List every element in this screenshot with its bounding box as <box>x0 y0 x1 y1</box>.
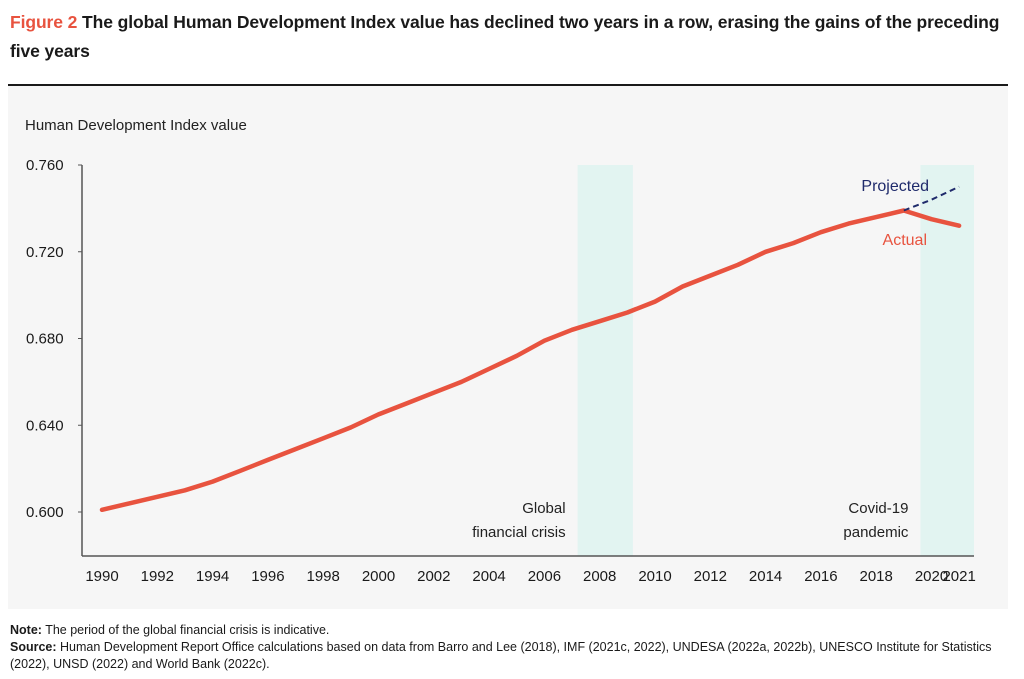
note-line: Note: The period of the global financial… <box>10 622 1024 639</box>
figure-notes: Note: The period of the global financial… <box>10 622 1024 673</box>
figure-title-text: The global Human Development Index value… <box>10 12 1000 61</box>
x-tick-label: 2020 <box>915 568 948 585</box>
x-tick-label: 2008 <box>583 568 616 585</box>
source-text: Human Development Report Office calculat… <box>10 640 992 671</box>
x-tick-label: 2010 <box>638 568 671 585</box>
x-tick-label: 2000 <box>362 568 395 585</box>
financial-crisis-label: Global <box>522 500 565 517</box>
x-tick-label: 1998 <box>307 568 340 585</box>
y-tick-label: 0.640 <box>26 417 64 434</box>
actual-annotation: Actual <box>883 232 927 249</box>
financial-crisis-band <box>577 165 633 556</box>
covid-label: Covid-19 <box>848 500 908 517</box>
x-tick-label: 2012 <box>694 568 727 585</box>
y-tick-label: 0.680 <box>26 331 64 348</box>
actual-series-line <box>99 208 962 513</box>
note-label: Note: <box>10 623 42 637</box>
y-axis-title: Human Development Index value <box>25 117 247 134</box>
figure-label: Figure 2 <box>10 12 78 32</box>
covid-band <box>920 165 974 556</box>
figure-title: Figure 2 The global Human Development In… <box>10 8 1010 66</box>
x-tick-label: 2014 <box>749 568 782 585</box>
financial-crisis-label: financial crisis <box>472 524 565 541</box>
y-tick-label: 0.760 <box>26 157 64 174</box>
x-tick-label: 2002 <box>417 568 450 585</box>
x-tick-label: 2018 <box>860 568 893 585</box>
x-tick-label: 2004 <box>472 568 505 585</box>
projected-annotation: Projected <box>861 178 929 195</box>
x-tick-label: 2016 <box>804 568 837 585</box>
x-tick-label: 2021 <box>942 568 975 585</box>
x-tick-label: 2006 <box>528 568 561 585</box>
y-tick-label: 0.720 <box>26 244 64 261</box>
note-text: The period of the global financial crisi… <box>45 623 330 637</box>
y-tick-label: 0.600 <box>26 504 64 521</box>
chart-panel <box>8 84 1008 609</box>
source-label: Source: <box>10 640 57 654</box>
x-tick-label: 1994 <box>196 568 229 585</box>
covid-label: pandemic <box>843 524 909 541</box>
x-tick-label: 1990 <box>85 568 118 585</box>
x-tick-label: 1996 <box>251 568 284 585</box>
x-tick-label: 1992 <box>141 568 174 585</box>
projected-series-line <box>903 185 960 212</box>
source-line: Source: Human Development Report Office … <box>10 639 1024 673</box>
